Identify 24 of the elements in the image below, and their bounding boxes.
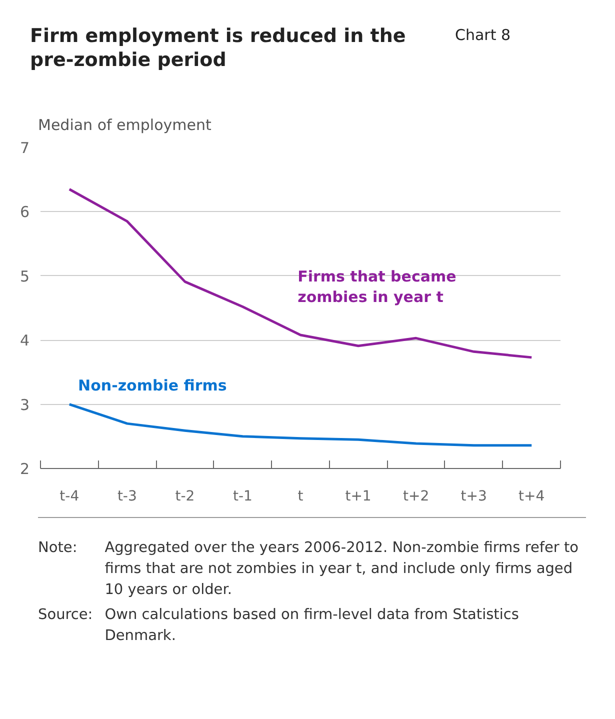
y-tick-label: 2 — [20, 460, 30, 478]
x-tick-label: t — [298, 488, 304, 504]
x-tick-label: t+4 — [518, 488, 545, 504]
y-tick-label: 4 — [20, 332, 30, 350]
y-tick-label: 3 — [20, 396, 30, 414]
series-label: Firms that became zombies in year t — [298, 267, 456, 306]
y-axis-title: Median of employment — [38, 115, 212, 136]
x-tick-label: t-3 — [117, 488, 137, 504]
x-tick-label: t-1 — [233, 488, 252, 504]
source-note: Source: Own calculations based on firm-level data from Statistics Denmark. — [38, 606, 520, 646]
x-tick-label: t-2 — [175, 488, 195, 504]
series-label: Non-zombie firms — [78, 376, 227, 395]
x-tick-label: t+1 — [345, 488, 372, 504]
y-tick-label: 7 — [20, 139, 30, 157]
chart-title: Firm employment is reduced in the pre-zombie period — [30, 25, 407, 72]
text: Note: Aggregated over the years 2006-2012. Non-zombie firms refer to firms that are not zombies in year t, and include only firms aged 10 years or older. — [38, 540, 579, 598]
line-series — [68, 188, 533, 359]
y-tick-label: 5 — [20, 267, 30, 286]
x-tick-label: t-4 — [60, 488, 80, 504]
caption: Chart 8 — [455, 25, 511, 46]
x-tick-label: t+2 — [402, 488, 430, 504]
x-tick-label: t+3 — [460, 488, 487, 504]
line-series — [68, 403, 533, 447]
y-tick-label: 6 — [20, 203, 30, 222]
